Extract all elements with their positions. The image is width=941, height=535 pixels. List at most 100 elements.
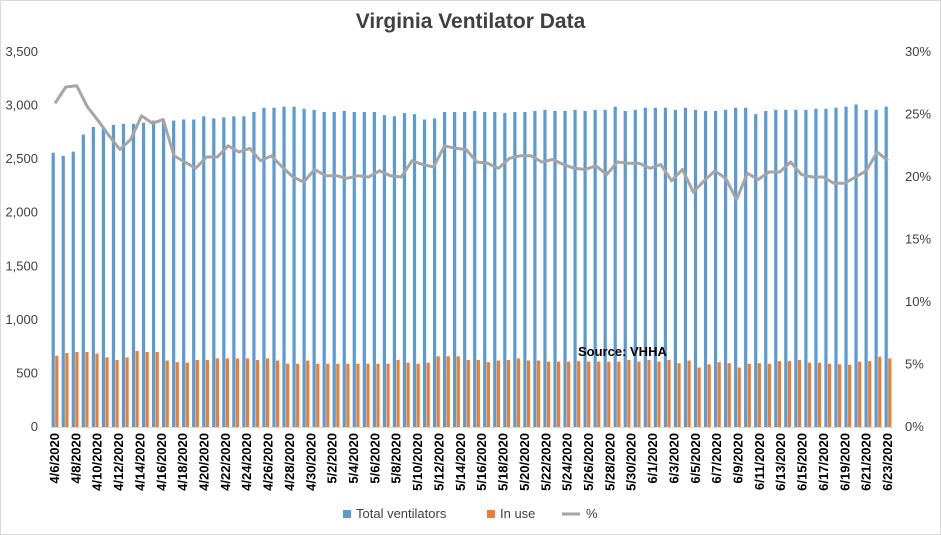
bar-total-ventilators: [483, 112, 487, 427]
bar-total-ventilators: [232, 116, 236, 428]
bar-in-use: [807, 362, 812, 427]
y-left-tick-label: 3,500: [5, 44, 38, 59]
y-right-tick-label: 0%: [905, 419, 924, 434]
bar-in-use: [838, 364, 842, 427]
bar-total-ventilators: [292, 106, 296, 428]
x-axis: 4/6/2020 4/8/2020 4/10/2020 4/12/2020 4/14/2…: [47, 433, 895, 491]
bar-total-ventilators: [242, 116, 246, 428]
bar-total-ventilators: [121, 123, 126, 428]
bar-in-use: [436, 356, 440, 427]
bar-total-ventilators: [412, 114, 417, 428]
bar-total-ventilators: [202, 116, 206, 428]
bar-in-use: [265, 358, 270, 427]
bar-total-ventilators: [683, 107, 688, 427]
bar-total-ventilators: [744, 107, 748, 427]
bar-total-ventilators: [583, 110, 587, 427]
y-left-tick-label: 500: [16, 365, 38, 380]
x-tick-label: 4/12/2020: [111, 433, 126, 491]
x-tick-label: 5/6/2020: [367, 433, 382, 484]
x-tick-label: 5/8/2020: [389, 433, 404, 484]
bar-in-use: [105, 357, 109, 427]
bar-in-use: [125, 357, 129, 427]
bar-in-use: [406, 362, 410, 427]
bar-in-use: [225, 358, 230, 427]
y-right-tick-label: 15%: [905, 232, 931, 247]
bar-total-ventilators: [784, 109, 788, 427]
bar-in-use: [737, 367, 741, 427]
bar-total-ventilators: [864, 109, 868, 427]
y-left-tick-label: 2,500: [5, 151, 38, 166]
bar-total-ventilators: [593, 109, 597, 427]
bar-in-use: [587, 361, 591, 427]
y-right-tick-label: 25%: [905, 107, 931, 122]
bar-in-use: [707, 364, 711, 427]
x-tick-label: 4/16/2020: [154, 433, 169, 491]
bar-in-use: [75, 352, 79, 427]
x-tick-label: 6/5/2020: [688, 433, 703, 484]
bar-in-use: [647, 360, 651, 427]
x-tick-label: 6/23/2020: [880, 433, 895, 491]
bar-in-use: [868, 361, 872, 427]
bar-in-use: [687, 360, 691, 427]
bar-in-use: [486, 362, 490, 427]
bar-in-use: [546, 361, 551, 427]
bar-total-ventilators: [613, 106, 617, 428]
x-tick-label: 4/18/2020: [175, 433, 190, 491]
bar-total-ventilators: [252, 112, 256, 427]
bar-total-ventilators: [342, 110, 346, 427]
bar-in-use: [115, 360, 119, 427]
bar-in-use: [697, 367, 701, 427]
bar-in-use: [496, 360, 501, 427]
bar-in-use: [245, 358, 250, 427]
x-tick-label: 5/22/2020: [538, 433, 553, 491]
bar-in-use: [878, 356, 882, 427]
bar-total-ventilators: [723, 109, 728, 427]
bar-total-ventilators: [101, 128, 105, 428]
bar-total-ventilators: [172, 120, 176, 428]
bar-in-use: [607, 361, 611, 427]
bar-total-ventilators: [131, 123, 136, 428]
y-left-tick-label: 3,000: [5, 98, 38, 113]
bar-in-use: [306, 360, 310, 427]
x-tick-label: 6/19/2020: [837, 433, 852, 491]
bar-total-ventilators: [282, 106, 286, 428]
x-tick-label: 5/24/2020: [560, 433, 575, 491]
bar-total-ventilators: [212, 118, 216, 427]
bar-in-use: [235, 358, 240, 427]
bar-in-use: [155, 352, 159, 427]
bar-in-use: [506, 360, 511, 427]
y-axis-left: 0 500 1,000 1,500 2,000 2,500 3,000 3,500: [5, 44, 38, 434]
bar-in-use: [777, 361, 782, 427]
bar-total-ventilators: [302, 108, 306, 428]
bar-total-ventilators: [372, 112, 376, 427]
bar-in-use: [797, 360, 802, 427]
x-tick-label: 4/24/2020: [239, 433, 254, 491]
bar-total-ventilators: [182, 119, 186, 427]
bar-in-use: [386, 363, 390, 427]
x-tick-label: 6/21/2020: [859, 433, 874, 491]
bar-in-use: [286, 363, 290, 427]
x-tick-label: 4/26/2020: [261, 433, 276, 491]
bar-in-use: [165, 360, 169, 427]
bar-in-use: [627, 360, 631, 427]
bar-total-ventilators: [453, 112, 457, 427]
bar-total-ventilators: [362, 112, 366, 427]
legend-percent-label: %: [586, 506, 598, 521]
x-tick-label: 4/30/2020: [303, 433, 318, 491]
x-tick-label: 6/11/2020: [752, 433, 767, 490]
y-left-tick-label: 0: [31, 419, 38, 434]
bar-total-ventilators: [422, 119, 427, 427]
bar-series: [51, 104, 892, 428]
x-tick-label: 5/20/2020: [517, 433, 532, 491]
bar-in-use: [637, 361, 641, 427]
y-left-tick-label: 1,000: [5, 312, 38, 327]
bar-total-ventilators: [192, 119, 196, 427]
bar-in-use: [667, 360, 671, 427]
bar-total-ventilators: [884, 106, 888, 428]
bar-in-use: [316, 363, 320, 427]
bar-total-ventilators: [51, 152, 55, 427]
bar-total-ventilators: [553, 110, 557, 427]
bar-total-ventilators: [352, 112, 356, 427]
bar-in-use: [145, 352, 149, 427]
